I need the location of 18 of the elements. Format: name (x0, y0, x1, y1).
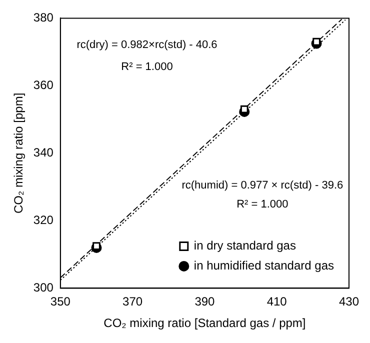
x-tick-label: 350 (50, 294, 71, 309)
annotation: rc(dry) = 0.982×rc(std) - 40.6 (76, 39, 218, 52)
x-tick-label: 430 (338, 294, 360, 309)
annotation: R² = 1.000 (236, 198, 288, 211)
y-tick-label: 340 (33, 146, 54, 160)
y-tick-label: 380 (33, 10, 54, 25)
y-tick-label: 320 (33, 213, 54, 228)
x-tick-label: 410 (266, 294, 288, 309)
x-axis-title: CO₂ mixing ratio [Standard gas / ppm] (104, 316, 306, 330)
legend-label: in dry standard gas (194, 238, 296, 253)
y-axis-title: CO₂ mixing ratio [ppm] (12, 92, 26, 214)
y-tick-label: 300 (33, 280, 54, 295)
x-tick-label: 390 (194, 294, 216, 309)
y-tick-label: 360 (33, 78, 54, 92)
annotation: R² = 1.000 (121, 60, 173, 73)
annotation: rc(humid) = 0.977 × rc(std) - 39.6 (182, 180, 344, 192)
legend-label: in humidified standard gas (194, 258, 334, 273)
x-tick-label: 370 (122, 294, 143, 309)
